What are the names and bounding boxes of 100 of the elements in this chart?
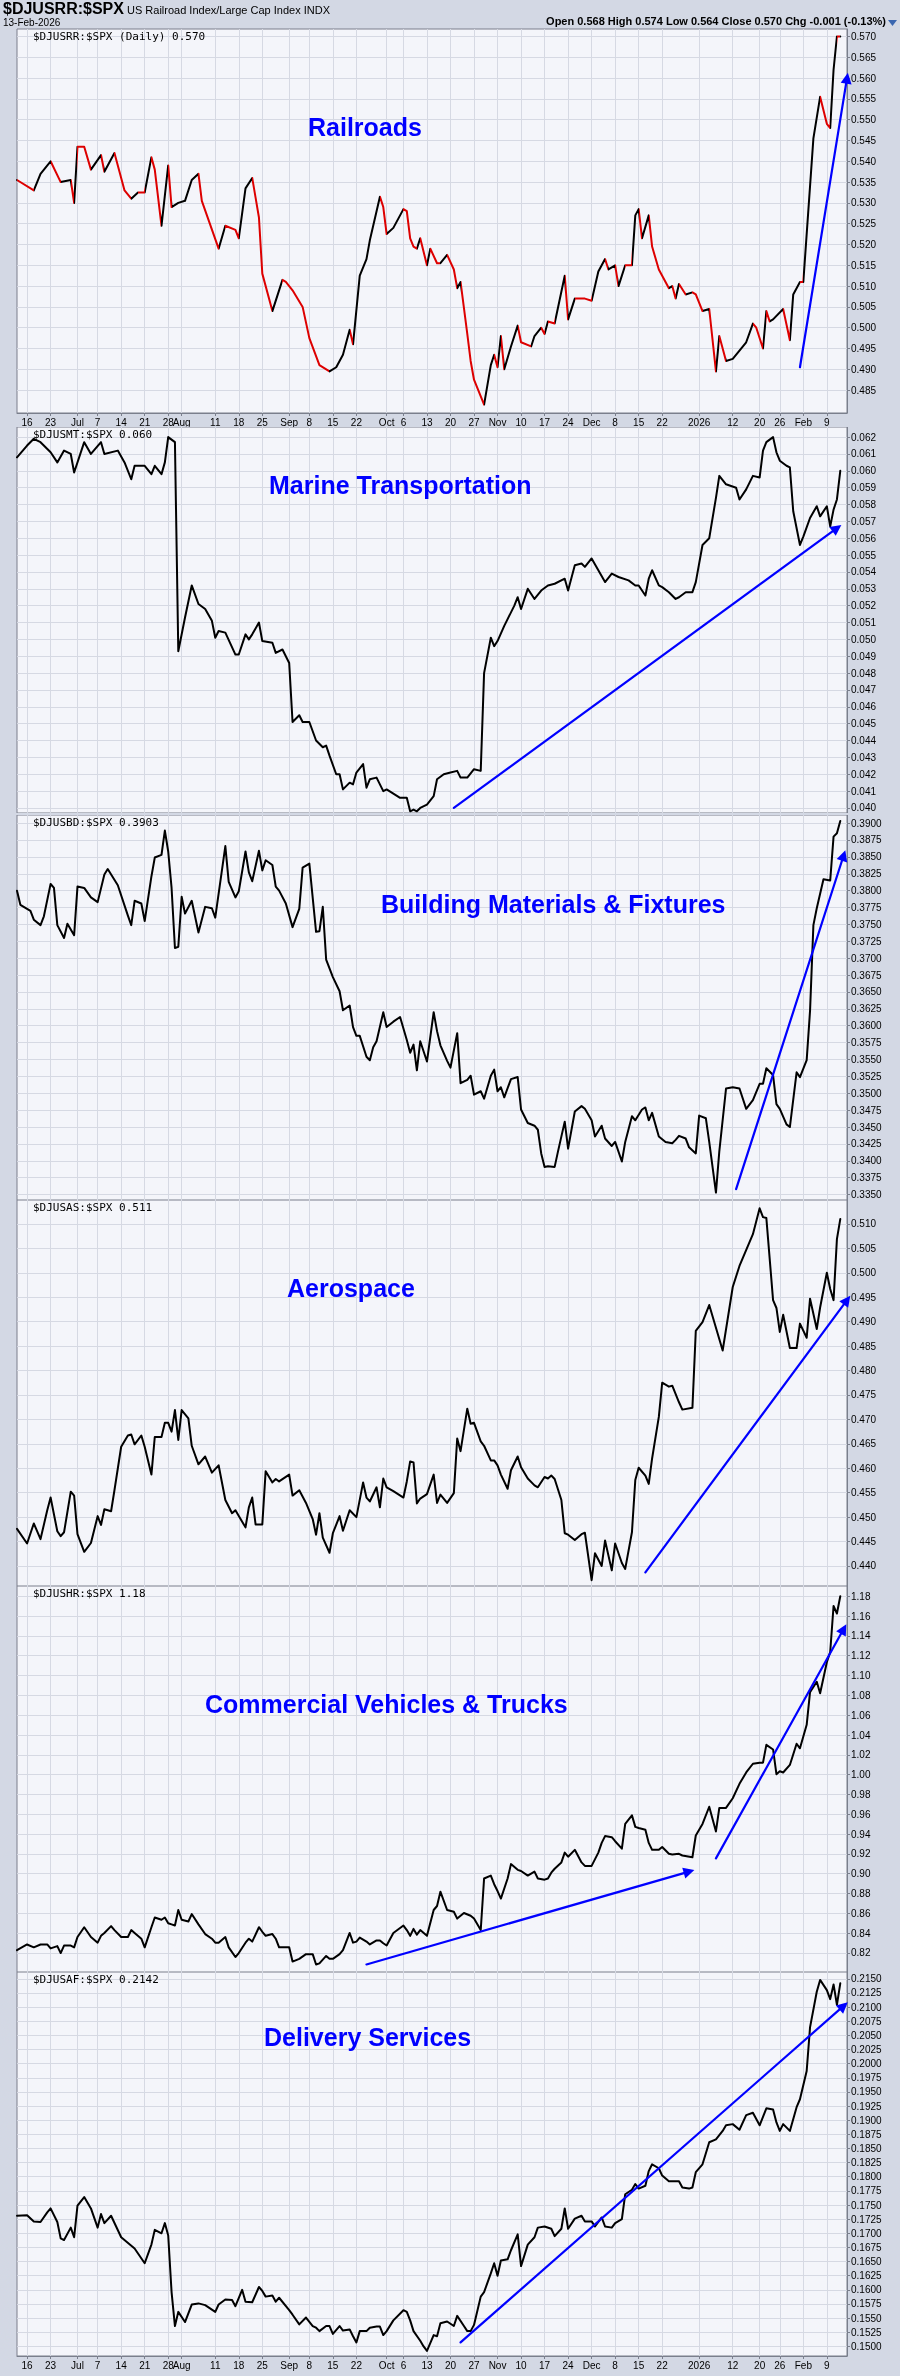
x-tick-label: 20 <box>444 2359 457 2371</box>
text: Marine Transportation <box>269 470 532 499</box>
x-tick-label: 25 <box>256 416 269 428</box>
text: $DJUSRR:$SPX <box>3 0 124 17</box>
y-tick-label: 0.2075 <box>851 2015 883 2027</box>
y-tick-label: 0.2025 <box>851 2043 883 2055</box>
text: $DJUSRR:$SPX (Daily) 0.570 <box>33 30 206 43</box>
y-tick-label: 0.1550 <box>851 2312 883 2324</box>
y-tick-label: 0.3625 <box>851 1003 883 1015</box>
y-tick-label: 0.3750 <box>851 918 883 930</box>
x-tick-label: 23 <box>45 2359 57 2371</box>
x-tick-label: 17 <box>539 416 551 428</box>
y-tick-label: 0.3875 <box>851 834 883 846</box>
y-tick-label: 0.490 <box>851 1316 877 1328</box>
text: Railroads <box>308 112 422 141</box>
y-tick-label: 0.2000 <box>851 2058 883 2070</box>
y-tick-label: 0.3775 <box>851 902 883 914</box>
y-tick-label: 0.048 <box>851 667 877 679</box>
x-tick-label: 13 <box>421 416 433 428</box>
text: Delivery Services <box>264 2022 472 2051</box>
y-tick-label: 0.1675 <box>851 2241 883 2253</box>
y-tick-label: 0.3600 <box>851 1020 883 1032</box>
y-tick-label: 0.1800 <box>851 2171 883 2183</box>
y-tick-label: 1.08 <box>851 1689 871 1701</box>
y-tick-label: 0.505 <box>851 301 877 313</box>
y-tick-label: 0.560 <box>851 72 877 84</box>
y-tick-label: 0.3450 <box>851 1121 883 1133</box>
y-tick-label: 0.3725 <box>851 935 883 947</box>
y-tick-label: 0.565 <box>851 51 877 63</box>
x-tick-label: 12 <box>727 2359 739 2371</box>
x-tick-label: 12 <box>727 416 739 428</box>
x-tick-label: 23 <box>45 416 57 428</box>
y-tick-label: 0.84 <box>851 1927 871 1939</box>
y-tick-label: 0.510 <box>851 1218 877 1230</box>
y-tick-label: 1.14 <box>851 1630 871 1642</box>
x-tick-label: 20 <box>444 416 457 428</box>
x-tick-label: 6 <box>400 416 407 428</box>
y-tick-label: 0.500 <box>851 322 877 334</box>
x-tick-label: 14 <box>115 416 128 428</box>
y-tick-label: 0.485 <box>851 1340 877 1352</box>
y-tick-label: 0.3825 <box>851 868 883 880</box>
y-tick-label: 0.88 <box>851 1888 871 1900</box>
x-tick-label: 16 <box>21 416 34 428</box>
y-tick-label: 0.1750 <box>851 2199 883 2211</box>
y-tick-label: 0.1775 <box>851 2185 883 2197</box>
y-tick-label: 0.520 <box>851 239 877 251</box>
x-tick-label: 22 <box>350 416 363 428</box>
y-tick-label: 0.045 <box>851 718 877 730</box>
y-tick-label: 0.495 <box>851 343 877 355</box>
x-tick-label: 22 <box>350 2359 363 2371</box>
y-tick-label: 1.16 <box>851 1610 871 1622</box>
x-tick-label: 22 <box>656 2359 669 2371</box>
x-tick-label: Feb <box>794 416 813 428</box>
y-tick-label: 0.3850 <box>851 851 883 863</box>
x-tick-label: 26 <box>774 2359 786 2371</box>
x-tick-label: 15 <box>327 416 339 428</box>
y-tick-label: 0.054 <box>851 566 877 578</box>
y-tick-label: 0.2050 <box>851 2029 883 2041</box>
y-tick-label: 1.00 <box>851 1769 871 1781</box>
x-tick-label: 11 <box>210 2359 221 2371</box>
y-tick-label: 0.445 <box>851 1536 877 1548</box>
y-tick-label: 0.465 <box>851 1438 877 1450</box>
x-tick-label: Sep <box>280 416 299 428</box>
y-tick-label: 0.3425 <box>851 1138 883 1150</box>
x-tick-label: 28 <box>162 416 175 428</box>
y-tick-label: 0.1950 <box>851 2086 883 2098</box>
x-tick-label: Nov <box>488 416 507 428</box>
text: Commercial Vehicles & Trucks <box>205 1689 568 1718</box>
text: $DJUSAS:$SPX 0.511 <box>33 1201 153 1214</box>
x-tick-label: 6 <box>400 2359 407 2371</box>
y-tick-label: 0.3475 <box>851 1104 883 1116</box>
y-tick-label: 0.052 <box>851 600 877 612</box>
y-tick-label: 0.475 <box>851 1389 877 1401</box>
x-tick-label: Oct <box>378 2359 395 2371</box>
line-series <box>16 820 842 1194</box>
x-tick-label: 15 <box>633 2359 645 2371</box>
y-tick-label: 0.3400 <box>851 1155 883 1167</box>
y-tick-label: 0.440 <box>851 1560 877 1572</box>
y-tick-label: 0.82 <box>851 1947 871 1959</box>
y-tick-label: 0.1850 <box>851 2142 883 2154</box>
y-tick-label: 0.061 <box>851 448 877 460</box>
x-tick-label: 14 <box>115 2359 128 2371</box>
x-tick-label: 20 <box>754 2359 766 2371</box>
x-tick-label: 22 <box>656 416 669 428</box>
x-tick-label: 11 <box>210 416 221 428</box>
y-tick-label: 0.1625 <box>851 2270 883 2282</box>
y-tick-label: 0.2150 <box>851 1973 883 1985</box>
y-tick-label: 0.3900 <box>851 817 883 829</box>
y-tick-label: 0.545 <box>851 135 877 146</box>
x-tick-label: 8 <box>306 416 313 428</box>
x-tick-label: Sep <box>280 2359 299 2371</box>
x-tick-label: Dec <box>582 2359 601 2371</box>
x-tick-label: Feb <box>794 2359 813 2371</box>
y-tick-label: 0.96 <box>851 1808 871 1820</box>
x-tick-label: Aug <box>172 2359 191 2371</box>
y-tick-label: 0.495 <box>851 1291 877 1303</box>
y-tick-label: 0.049 <box>851 650 877 662</box>
y-tick-label: 1.02 <box>851 1749 871 1761</box>
x-tick-label: 2026 <box>688 2359 711 2371</box>
y-tick-label: 0.550 <box>851 114 877 126</box>
